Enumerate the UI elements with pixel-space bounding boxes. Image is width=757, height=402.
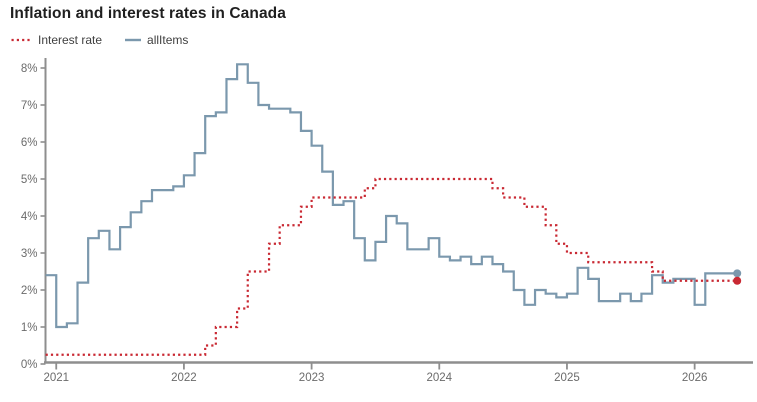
legend-item-interest-rate[interactable]: Interest rate bbox=[10, 33, 102, 47]
y-axis-label: 5% bbox=[21, 174, 38, 186]
x-axis-label: 2024 bbox=[426, 372, 452, 384]
legend-item-allitems[interactable]: allItems bbox=[124, 33, 188, 47]
legend: Interest rate allItems bbox=[10, 33, 286, 47]
series-line-interest-rate bbox=[45, 177, 738, 356]
y-axis-label: 7% bbox=[21, 100, 38, 112]
x-axis-label: 2025 bbox=[554, 372, 580, 384]
y-axis-label: 4% bbox=[21, 211, 38, 223]
y-axis-label: 6% bbox=[21, 137, 38, 149]
allitems-solid-swatch-icon bbox=[125, 38, 142, 42]
end-dot-interest-rate bbox=[733, 276, 742, 285]
x-axis-label: 2026 bbox=[682, 372, 708, 384]
y-axis-label: 3% bbox=[21, 248, 38, 260]
chart-title: Inflation and interest rates in Canada bbox=[10, 5, 286, 22]
x-axis-label: 2023 bbox=[299, 372, 325, 384]
end-dot-allitems bbox=[733, 269, 742, 278]
x-axis-label: 2021 bbox=[43, 372, 69, 384]
legend-label-interest-rate: Interest rate bbox=[38, 33, 103, 47]
y-axis-label: 8% bbox=[21, 63, 38, 75]
interest-rate-dotted-swatch-icon bbox=[11, 38, 32, 42]
chart-header: Inflation and interest rates in Canada I… bbox=[10, 5, 286, 47]
y-axis-label: 1% bbox=[21, 322, 38, 334]
y-axis-label: 0% bbox=[21, 359, 38, 371]
series-line-allitems bbox=[45, 63, 738, 329]
y-axis-label: 2% bbox=[21, 285, 38, 297]
legend-label-allitems: allItems bbox=[147, 33, 189, 47]
x-axis-label: 2022 bbox=[171, 372, 197, 384]
